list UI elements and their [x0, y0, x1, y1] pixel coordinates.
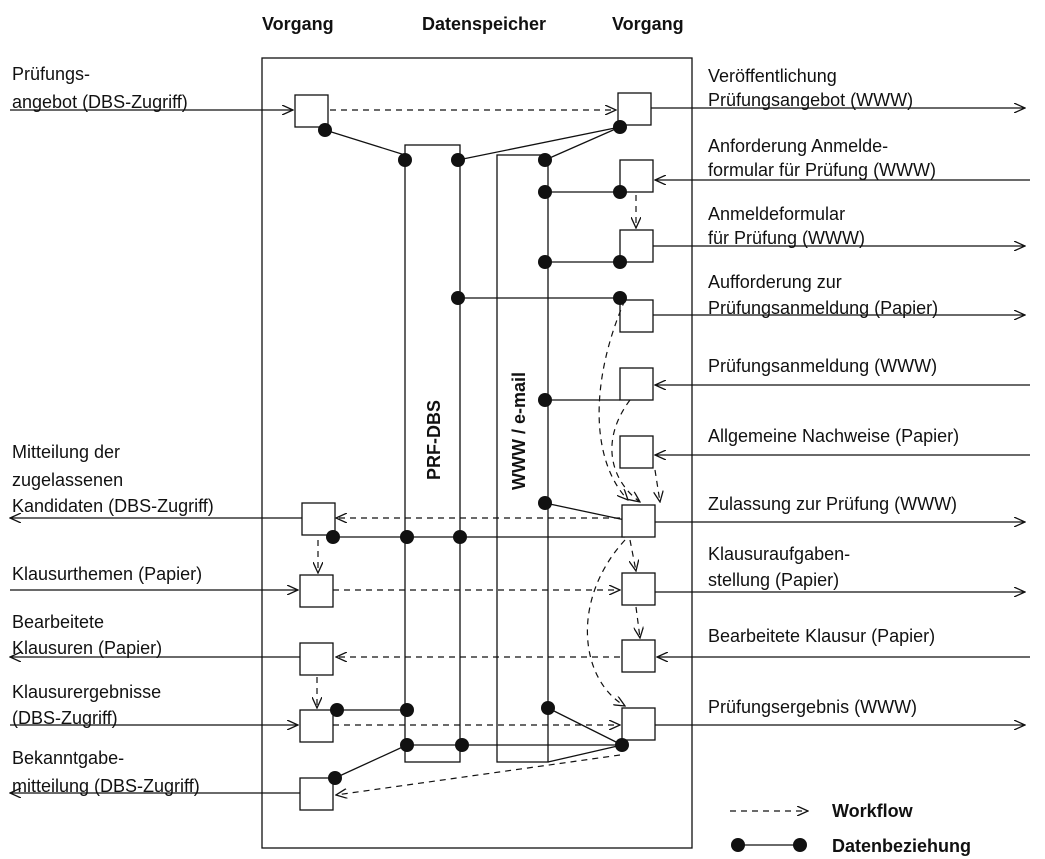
io-label: Prüfungsanmeldung (WWW)	[708, 356, 937, 376]
io-label: Klausuraufgaben-	[708, 544, 850, 564]
legend-label: Workflow	[832, 801, 914, 821]
legend: Workflow Datenbeziehung	[730, 801, 971, 856]
dots	[318, 120, 629, 785]
io-label: Mitteilung der	[12, 442, 120, 462]
io-label: Aufforderung zur	[708, 272, 842, 292]
io-label: Allgemeine Nachweise (Papier)	[708, 426, 959, 446]
io-label: Klausurthemen (Papier)	[12, 564, 202, 584]
io-label: für Prüfung (WWW)	[708, 228, 865, 248]
io-label: Prüfungs-	[12, 64, 90, 84]
io-label: angebot (DBS-Zugriff)	[12, 92, 188, 112]
header: Vorgang	[262, 14, 334, 34]
workflow	[317, 110, 660, 795]
frames	[261, 57, 693, 849]
io-label: Klausuren (Papier)	[12, 638, 162, 658]
io-label: Prüfungsergebnis (WWW)	[708, 697, 917, 717]
io-label: stellung (Papier)	[708, 570, 839, 590]
io-arrows	[10, 108, 1030, 793]
io-label: Anforderung Anmelde-	[708, 136, 888, 156]
io-label: zugelassenen	[12, 470, 123, 490]
data-lines	[324, 126, 626, 779]
legend-label: Datenbeziehung	[832, 836, 971, 856]
io-label: Bearbeitete	[12, 612, 104, 632]
io-label: Veröffentlichung	[708, 66, 837, 86]
store-label: WWW / e-mail	[509, 372, 529, 490]
io-label: Bearbeitete Klausur (Papier)	[708, 626, 935, 646]
io-label: Kandidaten (DBS-Zugriff)	[12, 496, 214, 516]
io-label: Zulassung zur Prüfung (WWW)	[708, 494, 957, 514]
io-label: Bekanntgabe-	[12, 748, 124, 768]
store-label: PRF-DBS	[424, 400, 444, 480]
io-label: Anmeldeformular	[708, 204, 845, 224]
io-label: (DBS-Zugriff)	[12, 708, 118, 728]
io-label: Prüfungsanmeldung (Papier)	[708, 298, 938, 318]
io-label: Klausurergebnisse	[12, 682, 161, 702]
io-label: Prüfungsangebot (WWW)	[708, 90, 913, 110]
io-label: formular für Prüfung (WWW)	[708, 160, 936, 180]
header: Datenspeicher	[422, 14, 546, 34]
io-label: mitteilung (DBS-Zugriff)	[12, 776, 200, 796]
process-boxes	[294, 92, 656, 811]
header: Vorgang	[612, 14, 684, 34]
